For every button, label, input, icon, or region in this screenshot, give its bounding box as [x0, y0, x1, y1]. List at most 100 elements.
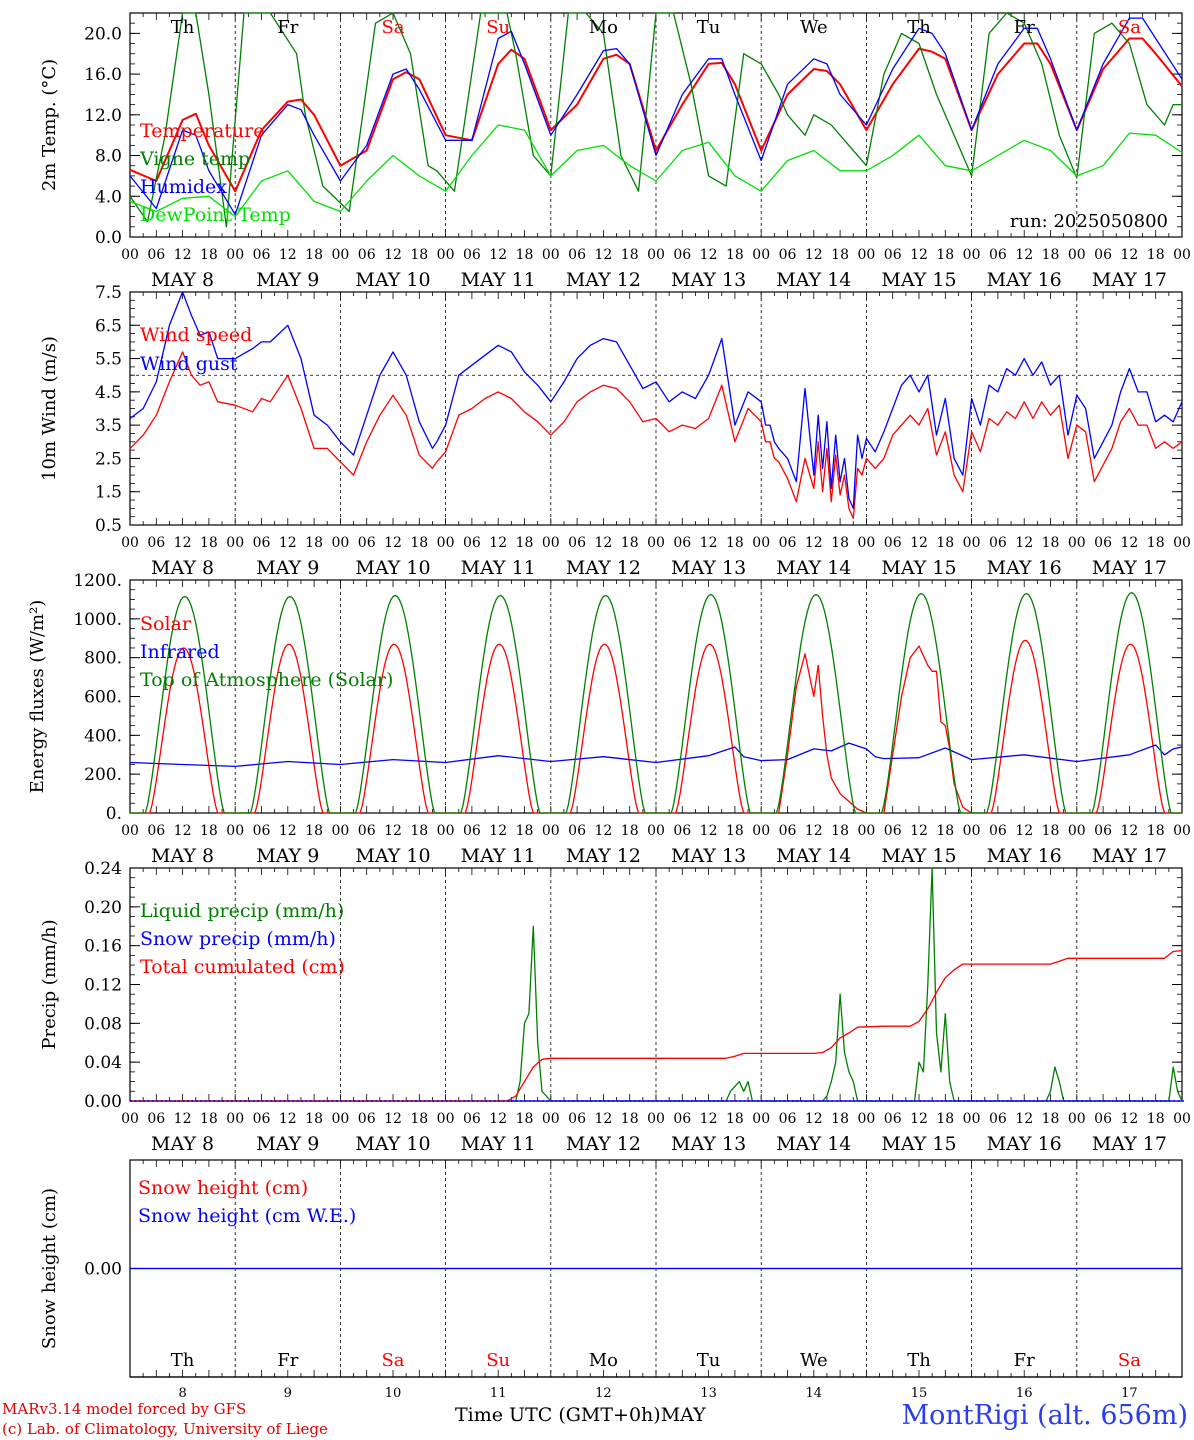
- hour-tick-label: 06: [147, 247, 165, 263]
- hour-tick-label: 06: [779, 535, 797, 551]
- hour-tick-label: 06: [884, 823, 902, 839]
- hour-tick-label: 06: [884, 1111, 902, 1127]
- hour-tick-label: 00: [331, 823, 349, 839]
- hour-tick-label: 00: [121, 823, 139, 839]
- date-label: MAY 13: [671, 845, 746, 867]
- day-of-week-label: Su: [486, 1350, 510, 1371]
- y-tick-label: 2.5: [95, 449, 122, 469]
- hour-tick-label: 12: [700, 247, 718, 263]
- y-axis-title: Precip (mm/h): [39, 919, 60, 1049]
- y-tick-label: 7.5: [95, 283, 122, 303]
- hour-tick-label: 12: [174, 1111, 192, 1127]
- date-label: MAY 15: [881, 269, 956, 291]
- hour-tick-label: 06: [568, 535, 586, 551]
- hour-tick-label: 18: [1147, 823, 1165, 839]
- hour-tick-label: 00: [437, 535, 455, 551]
- day-of-week-label: Th: [171, 17, 195, 38]
- panel-2: 0.5 1.5 2.5 3.5 4.5 5.5 6.5 7.5 10m Wind (m/s) Wi…: [39, 283, 1191, 579]
- hour-tick-label: 18: [305, 1111, 323, 1127]
- hour-tick-label: 00: [331, 247, 349, 263]
- hour-tick-label: 00: [963, 1111, 981, 1127]
- hour-tick-label: 18: [621, 247, 639, 263]
- hour-tick-label: 12: [910, 247, 928, 263]
- date-label: MAY 11: [461, 557, 536, 579]
- hour-tick-label: 12: [910, 823, 928, 839]
- hour-tick-label: 06: [989, 1111, 1007, 1127]
- hour-tick-label: 18: [516, 535, 534, 551]
- hour-tick-label: 06: [1094, 535, 1112, 551]
- hour-tick-label: 18: [410, 1111, 428, 1127]
- hour-tick-label: 18: [305, 247, 323, 263]
- time-axis-title: Time UTC (GMT+0h)MAY: [455, 1404, 706, 1426]
- hour-tick-label: 00: [1068, 823, 1086, 839]
- hour-tick-label: 06: [779, 1111, 797, 1127]
- date-number-label: 9: [284, 1386, 292, 1401]
- hour-tick-label: 18: [831, 535, 849, 551]
- legend-entry: Humidex: [140, 176, 227, 198]
- hour-tick-label: 12: [279, 1111, 297, 1127]
- hour-tick-label: 12: [1120, 1111, 1138, 1127]
- hour-tick-label: 06: [884, 247, 902, 263]
- day-of-week-label: Tu: [697, 1350, 721, 1371]
- hour-tick-label: 06: [463, 823, 481, 839]
- hour-tick-label: 18: [936, 535, 954, 551]
- hour-tick-label: 12: [910, 535, 928, 551]
- hour-tick-label: 06: [358, 247, 376, 263]
- date-label: MAY 12: [566, 557, 641, 579]
- y-tick-label: 600.: [84, 688, 122, 708]
- legend-entry: Snow height (cm W.E.): [138, 1205, 356, 1227]
- hour-tick-label: 18: [516, 823, 534, 839]
- y-tick-label: 0.0: [95, 228, 122, 248]
- y-axis-title: Energy fluxes (W/m²): [27, 600, 48, 794]
- hour-tick-label: 06: [673, 247, 691, 263]
- y-tick-label: 1200.: [73, 571, 122, 591]
- hour-tick-label: 12: [489, 535, 507, 551]
- date-label: MAY 16: [987, 269, 1062, 291]
- hour-tick-label: 00: [752, 247, 770, 263]
- y-tick-label: 5.5: [95, 350, 122, 370]
- y-tick-label: 4.0: [95, 187, 122, 207]
- date-number-label: 14: [806, 1386, 823, 1401]
- day-of-week-label: Mo: [589, 1350, 618, 1371]
- y-tick-label: 12.0: [84, 106, 122, 126]
- date-label: MAY 9: [256, 557, 319, 579]
- date-label: MAY 17: [1092, 557, 1167, 579]
- hour-tick-label: 00: [542, 823, 560, 839]
- hour-tick-label: 00: [857, 1111, 875, 1127]
- hour-tick-label: 00: [647, 247, 665, 263]
- date-number-label: 13: [700, 1386, 717, 1401]
- day-of-week-label: Mo: [589, 17, 618, 38]
- hour-tick-label: 12: [805, 535, 823, 551]
- legend-entry: Wind gust: [140, 353, 238, 375]
- hour-tick-label: 12: [1120, 823, 1138, 839]
- hour-tick-label: 18: [516, 247, 534, 263]
- date-number-label: 17: [1121, 1386, 1138, 1401]
- hour-tick-label: 18: [200, 823, 218, 839]
- series-line-temperature: [129, 37, 1183, 193]
- hour-tick-label: 18: [621, 823, 639, 839]
- hour-tick-label: 00: [647, 823, 665, 839]
- date-label: MAY 14: [776, 557, 851, 579]
- date-label: MAY 8: [151, 1133, 214, 1155]
- y-axis-title: 10m Wind (m/s): [39, 336, 60, 481]
- hour-tick-label: 12: [384, 823, 402, 839]
- hour-tick-label: 18: [410, 247, 428, 263]
- hour-tick-label: 12: [805, 1111, 823, 1127]
- hour-tick-label: 06: [253, 535, 271, 551]
- hour-tick-label: 18: [200, 247, 218, 263]
- hour-tick-label: 06: [358, 1111, 376, 1127]
- day-of-week-label: Sa: [381, 17, 404, 38]
- series-line-dewpoint-temp: [129, 124, 1183, 218]
- hour-tick-label: 12: [1120, 247, 1138, 263]
- hour-tick-label: 18: [726, 247, 744, 263]
- hour-tick-label: 00: [331, 535, 349, 551]
- hour-tick-label: 00: [752, 535, 770, 551]
- hour-tick-label: 12: [1015, 247, 1033, 263]
- hour-tick-label: 06: [989, 535, 1007, 551]
- date-label: MAY 10: [355, 269, 430, 291]
- panel-5: 0.00 Snow height (cm) Snow height (cm) Snow…: [39, 1159, 1183, 1401]
- date-label: MAY 9: [256, 269, 319, 291]
- hour-tick-label: 06: [884, 535, 902, 551]
- y-tick-label: 4.5: [95, 383, 122, 403]
